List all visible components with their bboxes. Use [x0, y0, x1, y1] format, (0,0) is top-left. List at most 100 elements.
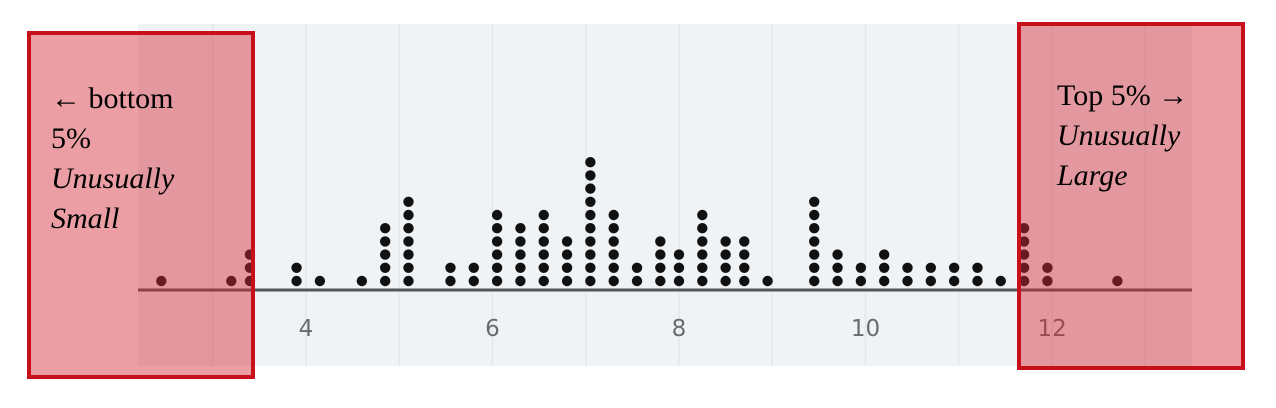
data-dot	[673, 262, 685, 273]
left-arrow-icon: ←	[51, 82, 81, 115]
data-dot	[491, 209, 503, 221]
top-5-percent-region: Top 5% → Unusually Large	[1017, 22, 1245, 370]
data-dot	[739, 236, 750, 247]
data-dot	[655, 275, 666, 287]
data-dot	[445, 275, 456, 287]
data-dot	[809, 196, 820, 207]
data-dot	[878, 262, 890, 273]
unusually-label: Unusually	[1057, 119, 1181, 152]
data-dot	[832, 249, 843, 260]
data-dot	[445, 262, 456, 273]
data-dot	[809, 262, 820, 273]
data-dot	[855, 275, 867, 287]
data-dot	[878, 275, 890, 287]
data-dot	[561, 275, 573, 287]
data-dot	[902, 262, 913, 273]
data-dot	[403, 223, 414, 234]
data-dot	[608, 209, 619, 221]
data-dot	[697, 209, 708, 221]
data-dot	[491, 236, 503, 247]
data-dot	[697, 236, 708, 247]
data-dot	[902, 275, 913, 287]
data-dot	[538, 209, 549, 221]
data-dot	[673, 249, 685, 260]
data-dot	[631, 275, 643, 287]
data-dot	[673, 275, 685, 287]
data-dot	[809, 209, 820, 221]
data-dot	[356, 275, 368, 287]
data-dot	[585, 236, 596, 247]
data-dot	[515, 223, 526, 234]
data-dot	[515, 275, 526, 287]
data-dot	[515, 262, 526, 273]
data-dot	[226, 275, 237, 287]
data-dot	[948, 275, 960, 287]
data-dot	[832, 275, 843, 287]
data-dot	[403, 275, 414, 287]
dot-plot: 4 6 8 10 12	[138, 24, 1192, 366]
data-dot	[379, 262, 391, 273]
data-dot	[515, 249, 526, 260]
data-dot	[739, 249, 750, 260]
plot-area: 4 6 8 10 12	[138, 24, 1192, 366]
data-dot	[403, 262, 414, 273]
data-dot	[379, 275, 391, 287]
data-dot	[491, 275, 503, 287]
data-dot	[631, 262, 643, 273]
data-dot	[1018, 223, 1030, 234]
data-dot	[538, 275, 549, 287]
data-dot	[403, 209, 414, 221]
data-dot	[585, 157, 596, 168]
data-dot	[925, 262, 937, 273]
data-dot	[291, 262, 302, 273]
data-dot	[608, 262, 619, 273]
data-dot	[697, 249, 708, 260]
data-dot	[538, 223, 549, 234]
unusually-label: Unusually	[51, 162, 175, 195]
small-label: Small	[51, 202, 120, 235]
data-dot	[156, 275, 167, 287]
data-dot	[491, 262, 503, 273]
data-dot	[379, 249, 391, 260]
x-tick-label: 10	[851, 316, 880, 342]
data-dot	[608, 275, 619, 287]
data-dot	[925, 275, 937, 287]
data-dot	[585, 196, 596, 207]
data-dot	[379, 236, 391, 247]
data-dot	[585, 262, 596, 273]
data-dot	[314, 275, 326, 287]
data-dot	[538, 236, 549, 247]
data-dot	[403, 236, 414, 247]
data-dot	[403, 196, 414, 207]
data-dot	[855, 262, 867, 273]
data-dot	[972, 275, 983, 287]
bottom-percent-label: 5%	[51, 122, 91, 155]
data-dot	[809, 223, 820, 234]
data-dot	[379, 223, 391, 234]
data-dot	[515, 236, 526, 247]
data-dot	[291, 275, 302, 287]
data-dot	[995, 275, 1006, 287]
bottom-5-percent-note: ← bottom 5% Unusually Small	[51, 79, 174, 239]
data-dot	[538, 262, 549, 273]
data-dot	[561, 262, 573, 273]
data-dot	[878, 249, 890, 260]
bottom-5-percent-region: ← bottom 5% Unusually Small	[27, 31, 255, 379]
data-dot	[809, 275, 820, 287]
top-5-percent-note: Top 5% → Unusually Large	[1057, 76, 1188, 196]
data-dot	[585, 275, 596, 287]
data-dot	[585, 170, 596, 181]
data-dot	[1018, 275, 1030, 287]
data-dot	[809, 236, 820, 247]
right-arrow-icon: →	[1158, 79, 1189, 112]
data-dot	[1018, 262, 1030, 273]
data-dot	[809, 249, 820, 260]
data-dot	[538, 249, 549, 260]
data-dot	[468, 275, 479, 287]
bottom-label: bottom	[88, 82, 174, 115]
data-dot	[1112, 275, 1123, 287]
data-dot	[655, 236, 666, 247]
data-dot	[832, 262, 843, 273]
data-dot	[697, 275, 708, 287]
data-dot	[1018, 236, 1030, 247]
